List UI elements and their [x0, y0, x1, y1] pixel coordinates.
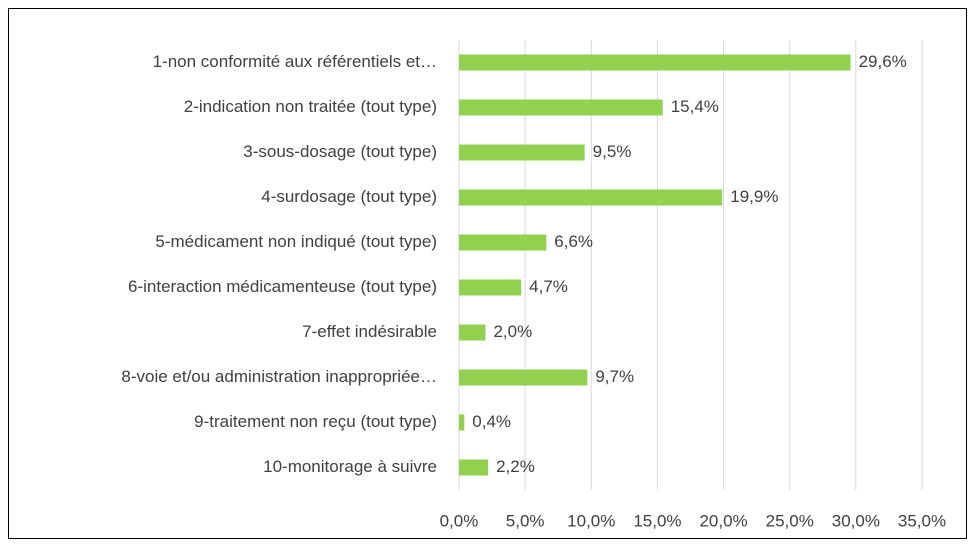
data-label: 2,0% [493, 322, 532, 341]
x-tick-label: 0,0% [440, 511, 479, 530]
data-label: 9,7% [595, 367, 634, 386]
bar [459, 459, 489, 476]
y-tick-label: 7-effet indésirable [302, 322, 437, 341]
y-tick-label: 6-interaction médicamenteuse (tout type) [128, 277, 437, 296]
y-tick-label: 4-surdosage (tout type) [261, 187, 437, 206]
y-tick-label: 9-traitement non reçu (tout type) [194, 412, 437, 431]
y-tick-label: 10-monitorage à suivre [263, 457, 437, 476]
x-tick-label: 35,0% [898, 511, 946, 530]
y-tick-label: 2-indication non traitée (tout type) [184, 97, 437, 116]
x-tick-label: 20,0% [699, 511, 747, 530]
x-tick-label: 15,0% [633, 511, 681, 530]
data-label: 0,4% [472, 412, 511, 431]
bar [459, 324, 486, 341]
data-label: 6,6% [554, 232, 593, 251]
y-tick-label: 5-médicament non indiqué (tout type) [155, 232, 437, 251]
data-label: 2,2% [496, 457, 535, 476]
bar [459, 414, 465, 431]
x-tick-label: 25,0% [766, 511, 814, 530]
bar [459, 54, 851, 71]
data-label: 15,4% [671, 97, 719, 116]
data-label: 4,7% [529, 277, 568, 296]
data-label: 9,5% [593, 142, 632, 161]
y-tick-label: 3-sous-dosage (tout type) [243, 142, 437, 161]
data-label: 19,9% [730, 187, 778, 206]
bar [459, 279, 522, 296]
bar [459, 144, 585, 161]
bar [459, 369, 588, 386]
data-label: 29,6% [859, 52, 907, 71]
x-tick-label: 5,0% [506, 511, 545, 530]
chart-frame [8, 8, 967, 539]
x-tick-label: 30,0% [832, 511, 880, 530]
y-tick-label: 1-non conformité aux référentiels et… [153, 52, 437, 71]
bar [459, 189, 723, 206]
x-tick-label: 10,0% [567, 511, 615, 530]
y-tick-label: 8-voie et/ou administration inappropriée… [121, 367, 437, 386]
bar [459, 234, 547, 251]
bar [459, 99, 663, 116]
